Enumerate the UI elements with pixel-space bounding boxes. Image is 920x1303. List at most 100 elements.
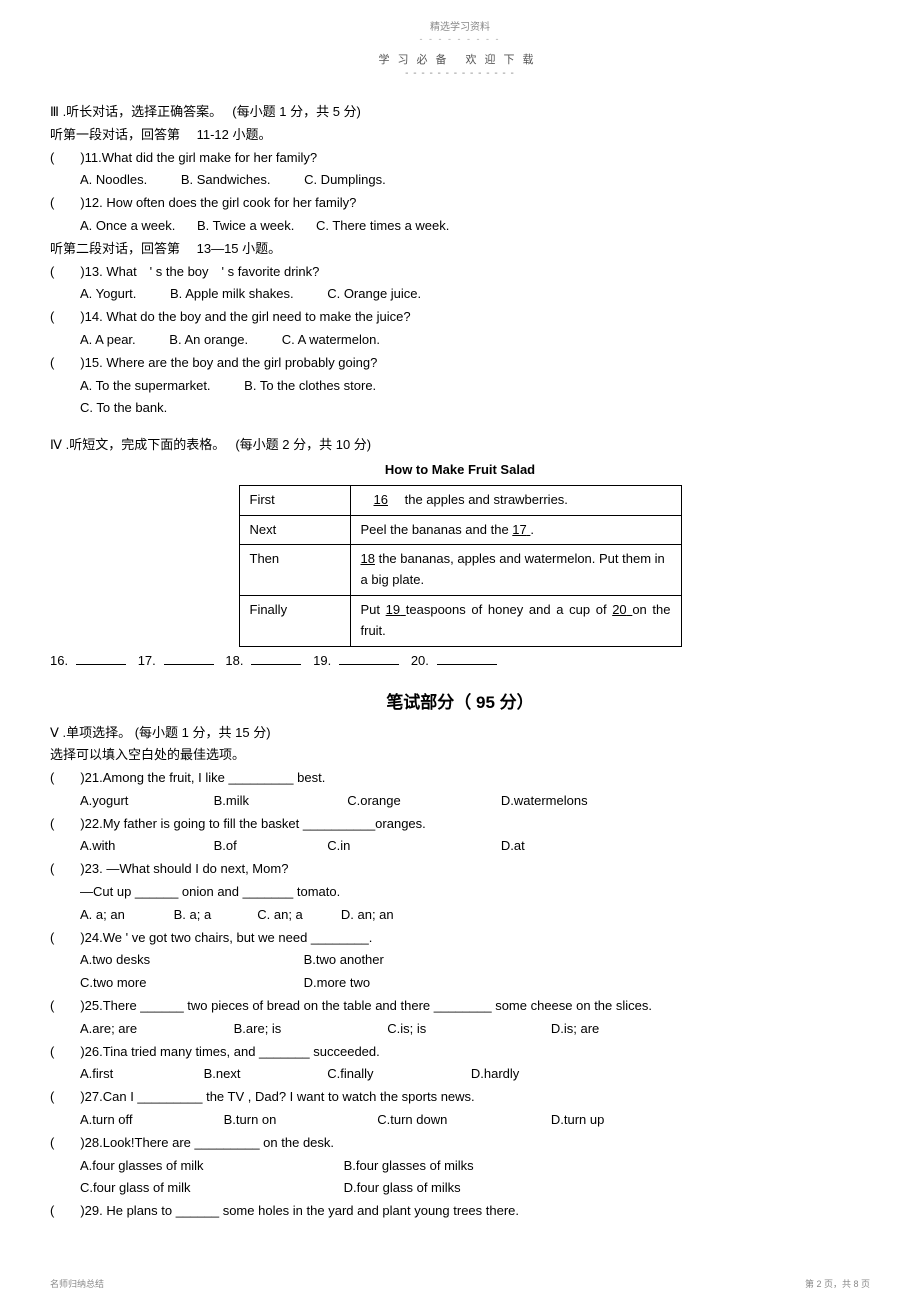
- q23-stem: ( )23. —What should I do next, Mom?: [50, 859, 870, 880]
- q13-b: B. Apple milk shakes.: [170, 284, 294, 305]
- doc-dash-row: - - - - - - - - - - - - - -: [50, 66, 870, 82]
- q23-d: D. an; an: [341, 905, 394, 926]
- q12-options: A. Once a week. B. Twice a week. C. Ther…: [50, 216, 870, 237]
- dialogue2-intro: 听第二段对话，回答第 13—15 小题。: [50, 239, 870, 260]
- q27-b: B.turn on: [224, 1110, 374, 1131]
- q25-a: A.are; are: [80, 1019, 230, 1040]
- table-row: First 16 the apples and strawberries.: [239, 485, 681, 515]
- q14-a: A. A pear.: [80, 330, 136, 351]
- q22-c: C.in: [327, 836, 497, 857]
- q14-b: B. An orange.: [169, 330, 248, 351]
- q15-b: B. To the clothes store.: [244, 376, 376, 397]
- q27-d: D.turn up: [551, 1110, 604, 1131]
- q14-options: A. A pear. B. An orange. C. A watermelon…: [50, 330, 870, 351]
- q28-options-r1: A.four glasses of milk B.four glasses of…: [50, 1156, 870, 1177]
- q11-b: B. Sandwiches.: [181, 170, 271, 191]
- footer-left: 名师归纳总结: [50, 1277, 104, 1291]
- q15-a: A. To the supermarket.: [80, 376, 211, 397]
- q21-c: C.orange: [347, 791, 497, 812]
- q27-options: A.turn off B.turn on C.turn down D.turn …: [50, 1110, 870, 1131]
- q23-b: B. a; a: [174, 905, 254, 926]
- table-row: Finally Put 19 teaspoons of honey and a …: [239, 595, 681, 646]
- desc-cell: Put 19 teaspoons of honey and a cup of 2…: [350, 595, 681, 646]
- q11-a: A. Noodles.: [80, 170, 147, 191]
- q21-options: A.yogurt B.milk C.orange D.watermelons: [50, 791, 870, 812]
- section3-title: Ⅲ .听长对话，选择正确答案。 (每小题 1 分，共 5 分): [50, 102, 870, 123]
- sub-left: 学习必备: [378, 54, 454, 66]
- q26-d: D.hardly: [471, 1064, 519, 1085]
- q26-stem: ( )26.Tina tried many times, and _______…: [50, 1042, 870, 1063]
- q23-options: A. a; an B. a; a C. an; a D. an; an: [50, 905, 870, 926]
- fill-18: 18.: [225, 653, 243, 668]
- q25-d: D.is; are: [551, 1019, 599, 1040]
- step-cell: Next: [239, 515, 350, 545]
- q26-options: A.first B.next C.finally D.hardly: [50, 1064, 870, 1085]
- q26-c: C.finally: [327, 1064, 467, 1085]
- q25-c: C.is; is: [387, 1019, 547, 1040]
- q28-d: D.four glass of milks: [344, 1178, 461, 1199]
- q21-b: B.milk: [214, 791, 344, 812]
- q27-stem: ( )27.Can I _________ the TV , Dad? I wa…: [50, 1087, 870, 1108]
- fill-16: 16.: [50, 653, 68, 668]
- q29-stem: ( )29. He plans to ______ some holes in …: [50, 1201, 870, 1222]
- q22-options: A.with B.of C.in D.at: [50, 836, 870, 857]
- q24-stem: ( )24.We ' ve got two chairs, but we nee…: [50, 928, 870, 949]
- q11-options: A. Noodles. B. Sandwiches. C. Dumplings.: [50, 170, 870, 191]
- step-cell: Then: [239, 545, 350, 596]
- q24-c: C.two more: [80, 973, 300, 994]
- q14-c: C. A watermelon.: [282, 330, 380, 351]
- section5-title: Ⅴ .单项选择。 (每小题 1 分，共 15 分): [50, 723, 870, 744]
- q12-b: B. Twice a week.: [197, 218, 294, 233]
- q13-options: A. Yogurt. B. Apple milk shakes. C. Oran…: [50, 284, 870, 305]
- page-footer: 名师归纳总结 第 2 页，共 8 页: [50, 1277, 870, 1291]
- q26-a: A.first: [80, 1064, 200, 1085]
- fruit-table-title: How to Make Fruit Salad: [50, 460, 870, 481]
- q23-a: A. a; an: [80, 905, 170, 926]
- blank-18: 18: [361, 551, 375, 566]
- desc-cell: Peel the bananas and the 17 .: [350, 515, 681, 545]
- desc-pre: Put: [361, 602, 386, 617]
- q14-stem: ( )14. What do the boy and the girl need…: [50, 307, 870, 328]
- q28-stem: ( )28.Look!There are _________ on the de…: [50, 1133, 870, 1154]
- q15-c: C. To the bank.: [80, 398, 167, 419]
- doc-top-dots: - - - - - - - - -: [50, 32, 870, 46]
- q13-c: C. Orange juice.: [327, 284, 421, 305]
- q24-b: B.two another: [304, 950, 384, 971]
- desc-post: .: [530, 522, 534, 537]
- step-cell: First: [239, 485, 350, 515]
- desc-mid: teaspoons of honey and a cup of: [406, 602, 612, 617]
- q11-stem: ( )11.What did the girl make for her fam…: [50, 148, 870, 169]
- blank-16: 16: [374, 492, 388, 507]
- sub-right: 欢迎下载: [466, 54, 542, 66]
- q22-b: B.of: [214, 836, 324, 857]
- q28-c: C.four glass of milk: [80, 1178, 340, 1199]
- q28-options-r2: C.four glass of milk D.four glass of mil…: [50, 1178, 870, 1199]
- section4-title: Ⅳ .听短文，完成下面的表格。 (每小题 2 分，共 10 分): [50, 435, 870, 456]
- fruit-salad-table: First 16 the apples and strawberries. Ne…: [239, 485, 682, 647]
- footer-right: 第 2 页，共 8 页: [805, 1277, 870, 1291]
- q15-stem: ( )15. Where are the boy and the girl pr…: [50, 353, 870, 374]
- desc-post: the bananas, apples and watermelon. Put …: [361, 551, 665, 587]
- q24-options-r2: C.two more D.more two: [50, 973, 870, 994]
- blank-17: 17: [512, 522, 530, 537]
- q22-a: A.with: [80, 836, 210, 857]
- q25-options: A.are; are B.are; is C.is; is D.is; are: [50, 1019, 870, 1040]
- q27-a: A.turn off: [80, 1110, 220, 1131]
- q22-stem: ( )22.My father is going to fill the bas…: [50, 814, 870, 835]
- q22-d: D.at: [501, 836, 525, 857]
- q13-a: A. Yogurt.: [80, 284, 136, 305]
- q12-c: C. There times a week.: [316, 218, 449, 233]
- section5-instruction: 选择可以填入空白处的最佳选项。: [50, 745, 870, 766]
- q25-b: B.are; is: [234, 1019, 384, 1040]
- step-cell: Finally: [239, 595, 350, 646]
- q13-stem: ( )13. What ' s the boy ' s favorite dri…: [50, 262, 870, 283]
- q23-c: C. an; a: [257, 905, 337, 926]
- dialogue1-intro: 听第一段对话，回答第 11-12 小题。: [50, 125, 870, 146]
- table-row: Then 18 the bananas, apples and watermel…: [239, 545, 681, 596]
- q28-b: B.four glasses of milks: [344, 1156, 474, 1177]
- q24-a: A.two desks: [80, 950, 300, 971]
- fill-17: 17.: [138, 653, 156, 668]
- q26-b: B.next: [204, 1064, 324, 1085]
- q15-options-row2: C. To the bank.: [50, 398, 870, 419]
- q12-a: A. Once a week.: [80, 218, 175, 233]
